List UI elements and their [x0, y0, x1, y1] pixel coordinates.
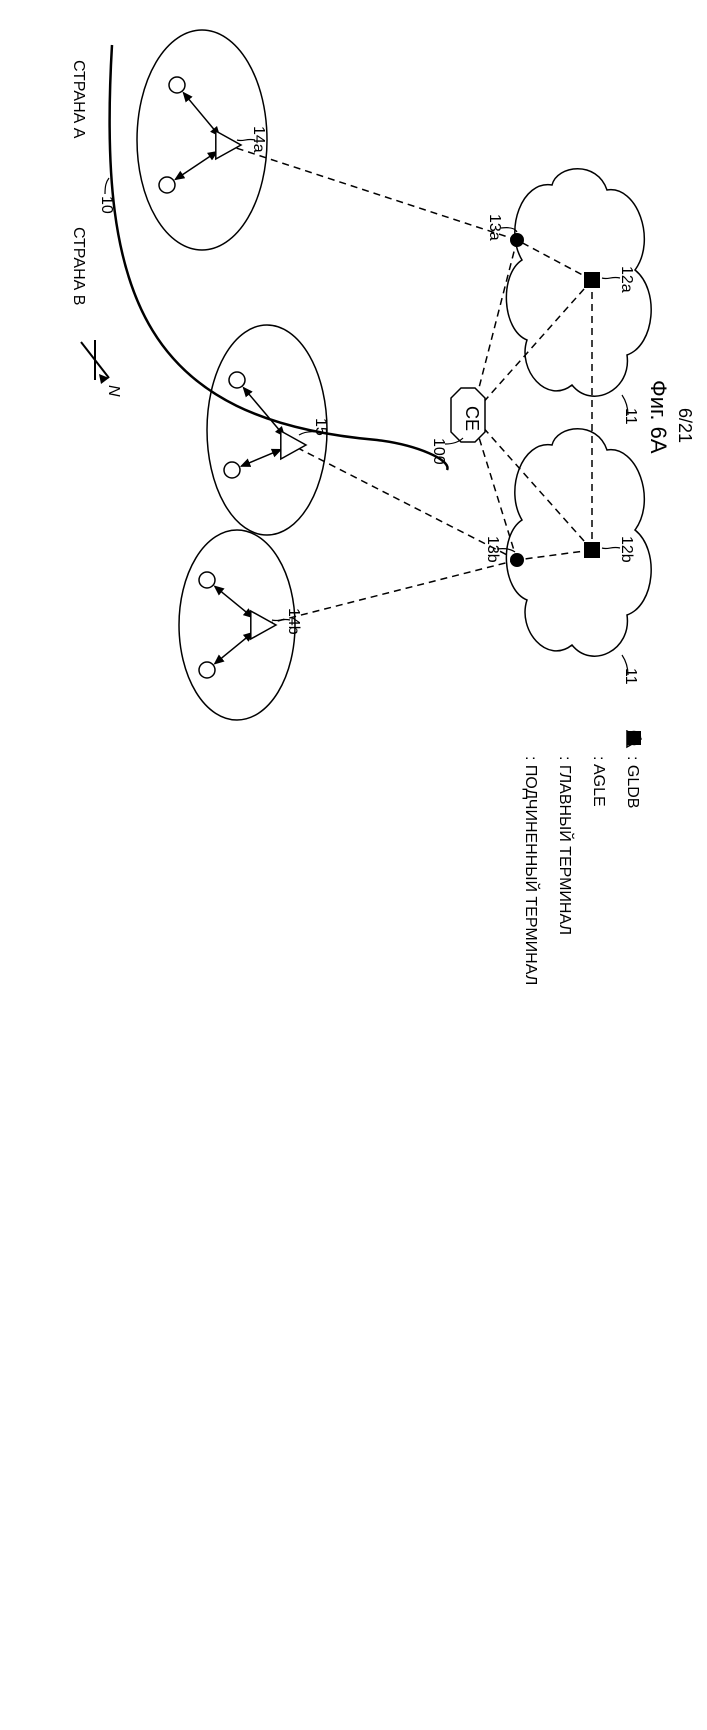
node-s14b_1 — [199, 572, 215, 588]
node-s15_2 — [224, 462, 240, 478]
node-agle_b — [510, 553, 524, 567]
gldb-b-ref: 12b — [617, 536, 635, 563]
node-m15 — [281, 431, 306, 459]
cloud-b-ref: 11 — [621, 668, 639, 685]
group-grp14b — [179, 530, 295, 720]
compass — [81, 340, 109, 384]
edge-gldb_b-agle_b — [517, 550, 592, 560]
legend-slave: : ПОДЧИНЕННЫЙ ТЕРМИНАЛ — [520, 730, 540, 985]
node-s14a_2 — [159, 177, 175, 193]
page-header: 6/21 — [674, 408, 695, 443]
link-m14a-s14a_1 — [183, 93, 219, 136]
agle-b-ref: 13b — [483, 536, 501, 563]
compass-label: N — [104, 385, 122, 397]
node-m14a — [216, 131, 241, 159]
ce-ref: 100 — [429, 438, 447, 465]
node-s14b_2 — [199, 662, 215, 678]
border-ref: 10 — [97, 196, 115, 214]
country-border — [110, 45, 448, 470]
diagram-canvas: 6/21 Фиг. 6А 11 11 12a 12b 13a 13b CE 10… — [0, 0, 707, 1000]
node-s15_1 — [229, 372, 245, 388]
node-m14b — [251, 611, 276, 639]
node-s14a_1 — [169, 77, 185, 93]
agle-a-ref: 13a — [485, 214, 503, 241]
cloud-a-ref: 11 — [621, 408, 639, 425]
m14a-ref: 14a — [249, 126, 267, 153]
edge-gldb_a-agle_a — [517, 240, 592, 280]
link-m14b-s14b_1 — [215, 586, 253, 617]
ce-label: CE — [461, 406, 482, 431]
legend: : GLDB : AGLE : ГЛАВНЫЙ ТЕРМИНАЛ : ПОДЧИ… — [506, 730, 642, 985]
country-b-label: СТРАНА В — [69, 227, 87, 305]
node-gldb_a — [584, 272, 600, 288]
callout-10 — [105, 178, 109, 194]
gldb-a-ref: 12a — [617, 266, 635, 293]
m14b-ref: 14b — [284, 608, 302, 635]
edge-gldb_b-ce — [472, 415, 592, 550]
link-m14a-s14a_2 — [175, 152, 217, 180]
node-agle_a — [510, 233, 524, 247]
circle-icon — [520, 730, 540, 750]
m15-ref: 15 — [311, 418, 329, 436]
figure-title: Фиг. 6А — [645, 380, 671, 454]
link-m15-s15_2 — [241, 450, 281, 467]
node-gldb_b — [584, 542, 600, 558]
link-m14b-s14b_2 — [215, 633, 253, 664]
country-a-label: СТРАНА А — [69, 60, 87, 138]
edge-agle_a-m14a — [227, 145, 517, 240]
